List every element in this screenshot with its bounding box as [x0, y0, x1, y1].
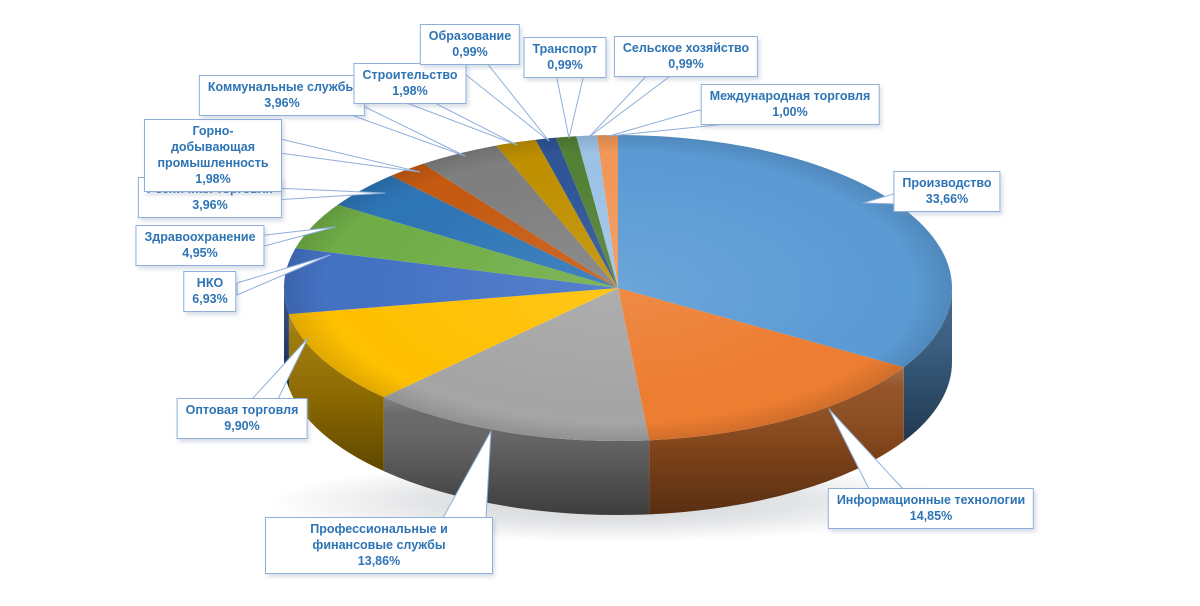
callout-label-text: Международная торговля	[709, 89, 871, 103]
callout-percent-value: 14,85%	[909, 509, 953, 523]
callout-percent-value: 6,93%	[192, 292, 228, 306]
callout-construction[interactable]: Строительство 1,98%	[353, 63, 467, 104]
callout-npo[interactable]: НКО 6,93%	[183, 271, 237, 312]
callout-label-text: Производство	[902, 176, 992, 190]
callout-information-technology[interactable]: Информационные технологии 14,85%	[827, 488, 1035, 529]
callout-label-text: НКО	[196, 276, 224, 290]
callout-education[interactable]: Образование 0,99%	[419, 24, 521, 65]
callout-percent-value: 13,86%	[357, 554, 401, 568]
callout-percent-value: 33,66%	[925, 192, 969, 206]
callout-label-text: Образование	[428, 29, 512, 43]
callout-percent-value: 0,99%	[668, 57, 704, 71]
callout-label-text: Транспорт	[532, 42, 598, 56]
callout-percent-value: 1,98%	[195, 172, 231, 186]
callout-label-text: Горно-добывающая промышленность	[157, 124, 269, 170]
callout-manufacturing[interactable]: Производство 33,66%	[893, 171, 1001, 212]
callout-percent-value: 4,95%	[182, 246, 218, 260]
callout-percent-value: 3,96%	[192, 198, 228, 212]
callout-label-text: Оптовая торговля	[185, 403, 299, 417]
callout-label-text: Сельское хозяйство	[622, 41, 750, 55]
callout-percent-value: 0,99%	[547, 58, 583, 72]
callout-leader-lines	[236, 61, 904, 519]
callout-leader-transport	[555, 73, 585, 139]
callout-mining[interactable]: Горно-добывающая промышленность 1,98%	[144, 119, 282, 192]
callout-utilities[interactable]: Коммунальные службы 3,96%	[198, 75, 366, 116]
callout-leader-npo	[236, 254, 331, 296]
callout-international-trade[interactable]: Международная торговля 1,00%	[700, 84, 880, 125]
callout-professional-financial-services[interactable]: Профессиональные и финансовые службы 13,8…	[265, 517, 493, 574]
callout-leader-mining	[271, 136, 421, 173]
callout-label-text: Здравоохранение	[144, 230, 256, 244]
callout-percent-value: 1,98%	[392, 84, 428, 98]
callout-label-text: Строительство	[362, 68, 458, 82]
callout-healthcare[interactable]: Здравоохранение 4,95%	[135, 225, 265, 266]
callout-agriculture[interactable]: Сельское хозяйство 0,99%	[613, 36, 759, 77]
callout-percent-value: 3,96%	[264, 96, 300, 110]
callout-wholesale-trade[interactable]: Оптовая торговля 9,90%	[176, 398, 308, 439]
callout-label-text: Информационные технологии	[836, 493, 1026, 507]
callout-percent-value: 9,90%	[224, 419, 260, 433]
callout-transport[interactable]: Транспорт 0,99%	[523, 37, 607, 78]
callout-percent-value: 0,99%	[452, 45, 488, 59]
callout-percent-value: 1,00%	[772, 105, 808, 119]
callout-label-text: Профессиональные и финансовые службы	[310, 522, 448, 552]
callout-label-text: Коммунальные службы	[207, 80, 357, 94]
pie-top-surface	[283, 135, 952, 442]
